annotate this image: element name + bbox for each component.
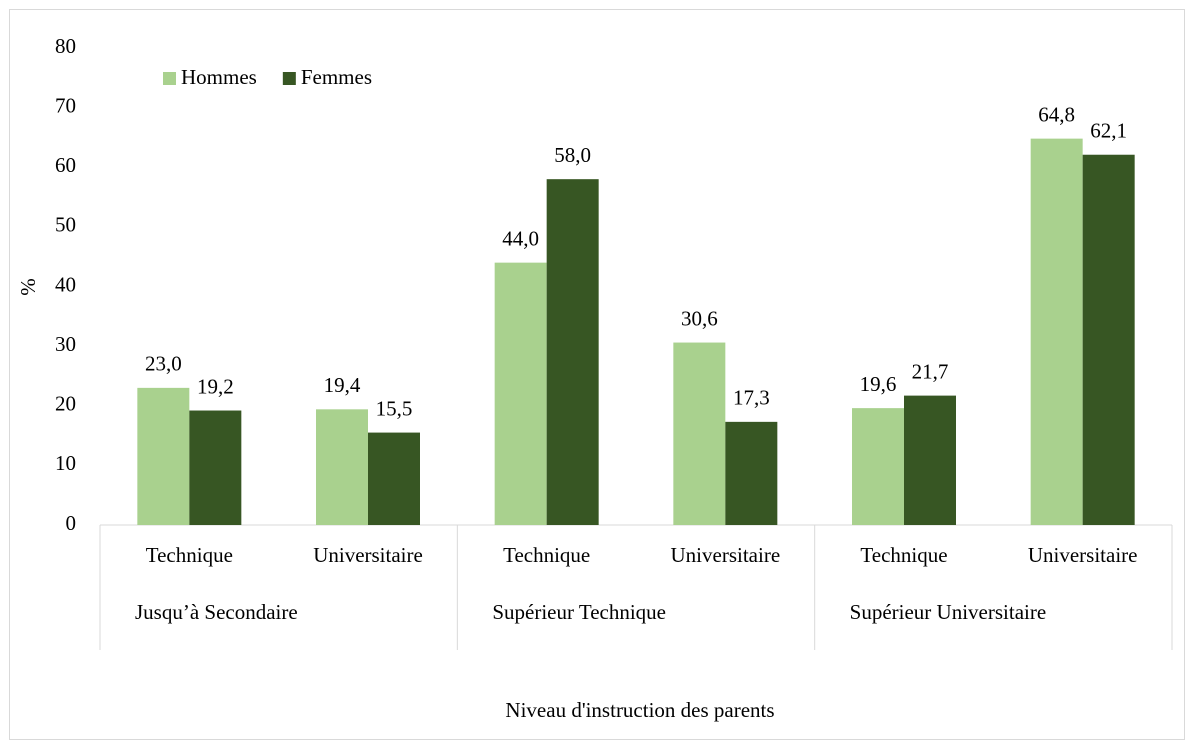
data-label: 44,0: [502, 226, 539, 250]
data-label: 62,1: [1090, 119, 1127, 143]
data-label: 17,3: [733, 386, 770, 410]
y-tick-label: 20: [55, 392, 76, 416]
data-label: 19,2: [197, 374, 234, 398]
y-tick-label: 10: [55, 451, 76, 475]
bar: [368, 432, 420, 525]
bar: [189, 410, 242, 525]
x-tick-label: Technique: [860, 543, 947, 567]
legend-swatch: [282, 72, 296, 85]
group-label: Jusqu’à Secondaire: [135, 600, 298, 624]
bar: [904, 395, 956, 525]
bar: [494, 262, 547, 525]
legend-label: Femmes: [301, 65, 372, 89]
bar: [316, 409, 368, 525]
data-label: 19,4: [324, 373, 361, 397]
y-tick-label: 80: [55, 34, 76, 58]
bar: [546, 179, 599, 526]
y-tick-label: 50: [55, 213, 76, 237]
bar: [852, 408, 904, 525]
x-tick-label: Universitaire: [1028, 543, 1138, 567]
legend-label: Hommes: [181, 65, 257, 89]
x-tick-label: Universitaire: [671, 543, 781, 567]
group-label: Supérieur Technique: [492, 600, 666, 624]
legend-swatch: [163, 72, 176, 85]
x-axis-title: Niveau d'instruction des parents: [505, 698, 774, 722]
data-label: 23,0: [145, 352, 182, 376]
y-axis-title: %: [16, 278, 40, 296]
bar: [137, 387, 190, 525]
x-tick-label: Universitaire: [313, 543, 423, 567]
data-label: 58,0: [554, 143, 591, 167]
y-tick-label: 30: [55, 332, 76, 356]
chart-border: [9, 9, 1185, 740]
y-tick-label: 40: [55, 272, 76, 296]
data-label: 30,6: [681, 306, 718, 330]
bar: [1082, 154, 1135, 525]
data-label: 21,7: [912, 359, 949, 383]
bar: [673, 342, 726, 525]
data-label: 19,6: [860, 372, 897, 396]
y-tick-label: 60: [55, 153, 76, 177]
y-tick-label: 70: [55, 93, 76, 117]
y-tick-label: 0: [66, 511, 77, 535]
bar: [1030, 138, 1083, 525]
group-label: Supérieur Universitaire: [850, 600, 1047, 624]
x-tick-label: Technique: [503, 543, 590, 567]
bar: [725, 421, 778, 525]
x-tick-label: Technique: [146, 543, 233, 567]
data-label: 64,8: [1038, 102, 1075, 126]
data-label: 15,5: [376, 396, 413, 420]
